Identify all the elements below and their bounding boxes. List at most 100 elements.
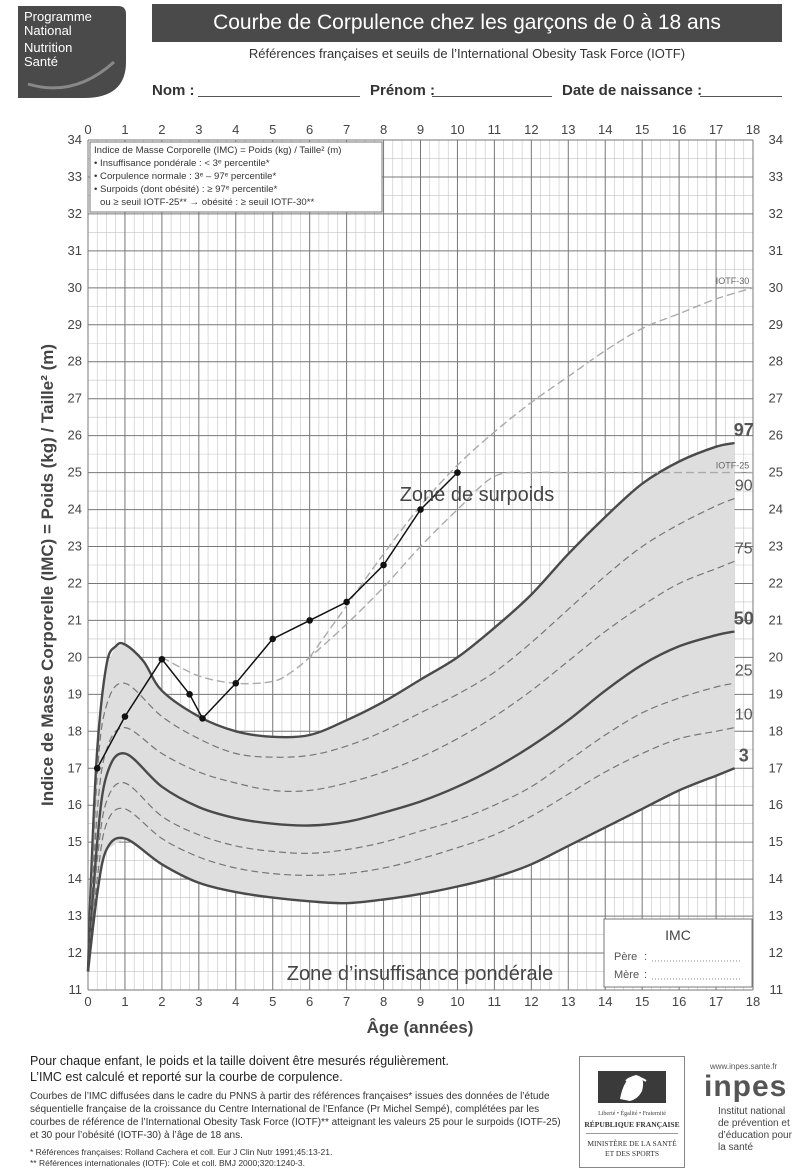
percentile-curves	[86, 287, 754, 972]
x-tick-label-top: 9	[417, 122, 424, 137]
x-tick-label-bottom: 8	[380, 994, 387, 1009]
legend-line-1: Indice de Masse Corporelle (IMC) = Poids…	[94, 145, 341, 156]
child-point	[306, 617, 313, 624]
x-tick-label-bottom: 5	[269, 994, 276, 1009]
zone-surpoids-label: Zone de surpoids	[400, 484, 555, 506]
curve-label-iotf-30: IOTF-30	[716, 276, 750, 286]
y-tick-label-right: 29	[769, 317, 783, 332]
footer-ref-1: * Références françaises: Rolland Cachera…	[30, 1147, 333, 1157]
x-tick-label-bottom: 2	[158, 994, 165, 1009]
curve-10	[87, 727, 735, 972]
footer-para-2: séquentielle française de la croissance …	[30, 1104, 540, 1115]
nom-field[interactable]	[198, 96, 360, 97]
y-tick-label-left: 29	[68, 317, 82, 332]
y-tick-label-right: 30	[769, 280, 783, 295]
curve-75	[87, 560, 735, 972]
footer-para-3: courbes de référence de l’International …	[30, 1117, 561, 1128]
y-tick-label-left: 31	[68, 243, 82, 258]
curve-97	[86, 441, 735, 972]
y-tick-label-left: 26	[68, 428, 82, 443]
curve-90	[87, 497, 735, 972]
x-tick-label-top: 3	[195, 122, 202, 137]
curve-label-10: 10	[735, 707, 753, 724]
y-tick-label-right: 31	[769, 243, 783, 258]
x-tick-label-bottom: 11	[488, 994, 502, 1009]
x-tick-label-bottom: 14	[598, 994, 612, 1009]
child-point	[454, 469, 461, 476]
y-tick-label-left: 11	[69, 982, 83, 997]
y-tick-label-right: 16	[769, 797, 783, 812]
x-tick-label-bottom: 4	[232, 994, 239, 1009]
child-line	[96, 472, 458, 769]
curve-labels: 97 90 75 50 25 10 3 IOTF-25 IOTF-30	[716, 276, 754, 765]
y-tick-label-right: 28	[769, 354, 783, 369]
y-tick-label-right: 24	[769, 502, 783, 517]
y-tick-label-left: 20	[68, 649, 82, 664]
x-tick-label-top: 2	[158, 122, 165, 137]
inpes-url: www.inpes.sante.fr	[710, 1062, 778, 1071]
curve-label-iotf-25: IOTF-25	[716, 461, 750, 471]
y-tick-label-right: 26	[769, 428, 783, 443]
legend-box: Indice de Masse Corporelle (IMC) = Poids…	[89, 141, 383, 213]
x-tick-label-bottom: 6	[306, 994, 313, 1009]
normal-zone-band	[88, 443, 735, 972]
y-tick-label-left: 22	[68, 575, 82, 590]
x-tick-label-top: 6	[306, 122, 313, 137]
legend-line-2: • Insuffisance pondérale : < 3ᵉ percenti…	[94, 158, 270, 169]
logo-line-1: Programme	[24, 9, 92, 24]
y-tick-label-right: 11	[770, 982, 784, 997]
x-tick-label-top: 1	[121, 122, 128, 137]
child-point	[121, 713, 129, 720]
y-tick-label-left: 23	[68, 539, 82, 554]
curve-label-25: 25	[735, 662, 753, 679]
zone-insuffisance-label: Zone d’insuffisance pondérale	[287, 963, 553, 985]
legend-line-5: ou ≥ seuil IOTF-25** → obésité : ≥ seuil…	[100, 197, 314, 208]
inpes-line-3: d’éducation pour	[718, 1130, 792, 1141]
curve-iotf-30	[309, 287, 754, 658]
x-tick-label-top: 5	[269, 122, 276, 137]
x-tick-label-bottom: 1	[121, 994, 128, 1009]
curve-label-3: 3	[739, 745, 749, 765]
imc-mere-colon: :	[644, 969, 647, 981]
child-point	[232, 679, 240, 687]
x-tick-label-top: 15	[635, 122, 649, 137]
marianne-icon	[598, 1071, 666, 1103]
prenom-field[interactable]	[432, 96, 552, 97]
child-point	[186, 691, 193, 698]
y-tick-label-left: 34	[68, 132, 82, 147]
y-tick-label-left: 21	[68, 612, 82, 627]
child-point	[343, 598, 350, 606]
child-point	[158, 655, 166, 663]
y-tick-label-left: 32	[68, 206, 82, 221]
y-tick-label-right: 14	[769, 871, 783, 886]
y-tick-label-left: 18	[68, 723, 82, 738]
y-tick-label-left: 14	[68, 871, 82, 886]
page-subtitle: Références françaises et seuils de l’Int…	[248, 46, 686, 61]
nom-label: Nom :	[152, 82, 195, 99]
y-tick-label-left: 13	[68, 908, 82, 923]
logo-line-3: Nutrition	[24, 40, 72, 55]
y-tick-label-left: 16	[68, 797, 82, 812]
footer-para-4: et 30 pour l’obésité (IOTF-30) à l’âge d…	[30, 1130, 243, 1141]
inpes-line-4: la santé	[718, 1142, 754, 1153]
y-tick-label-right: 23	[769, 539, 783, 554]
date-naissance-field[interactable]	[700, 96, 782, 97]
x-axis-title: Âge (années)	[367, 1018, 474, 1037]
x-tick-label-top: 16	[672, 122, 686, 137]
x-tick-label-top: 12	[524, 122, 538, 137]
x-tick-label-top: 4	[232, 122, 239, 137]
y-tick-label-right: 25	[769, 465, 783, 480]
x-tick-label-top: 11	[488, 122, 502, 137]
x-tick-label-top: 10	[450, 122, 464, 137]
imc-box-title: IMC	[665, 927, 691, 943]
y-tick-label-right: 19	[769, 686, 783, 701]
y-tick-label-left: 15	[68, 834, 82, 849]
x-tick-label-top: 7	[343, 122, 350, 137]
child-point	[269, 635, 277, 643]
y-axis-title: Indice de Masse Corporelle (IMC) = Poids…	[38, 344, 57, 806]
child-series	[93, 469, 461, 772]
x-tick-label-bottom: 18	[746, 994, 760, 1009]
inpes-line-1: Institut national	[718, 1106, 786, 1117]
x-tick-label-bottom: 9	[417, 994, 424, 1009]
inpes-wordmark: inpes	[704, 1070, 788, 1103]
